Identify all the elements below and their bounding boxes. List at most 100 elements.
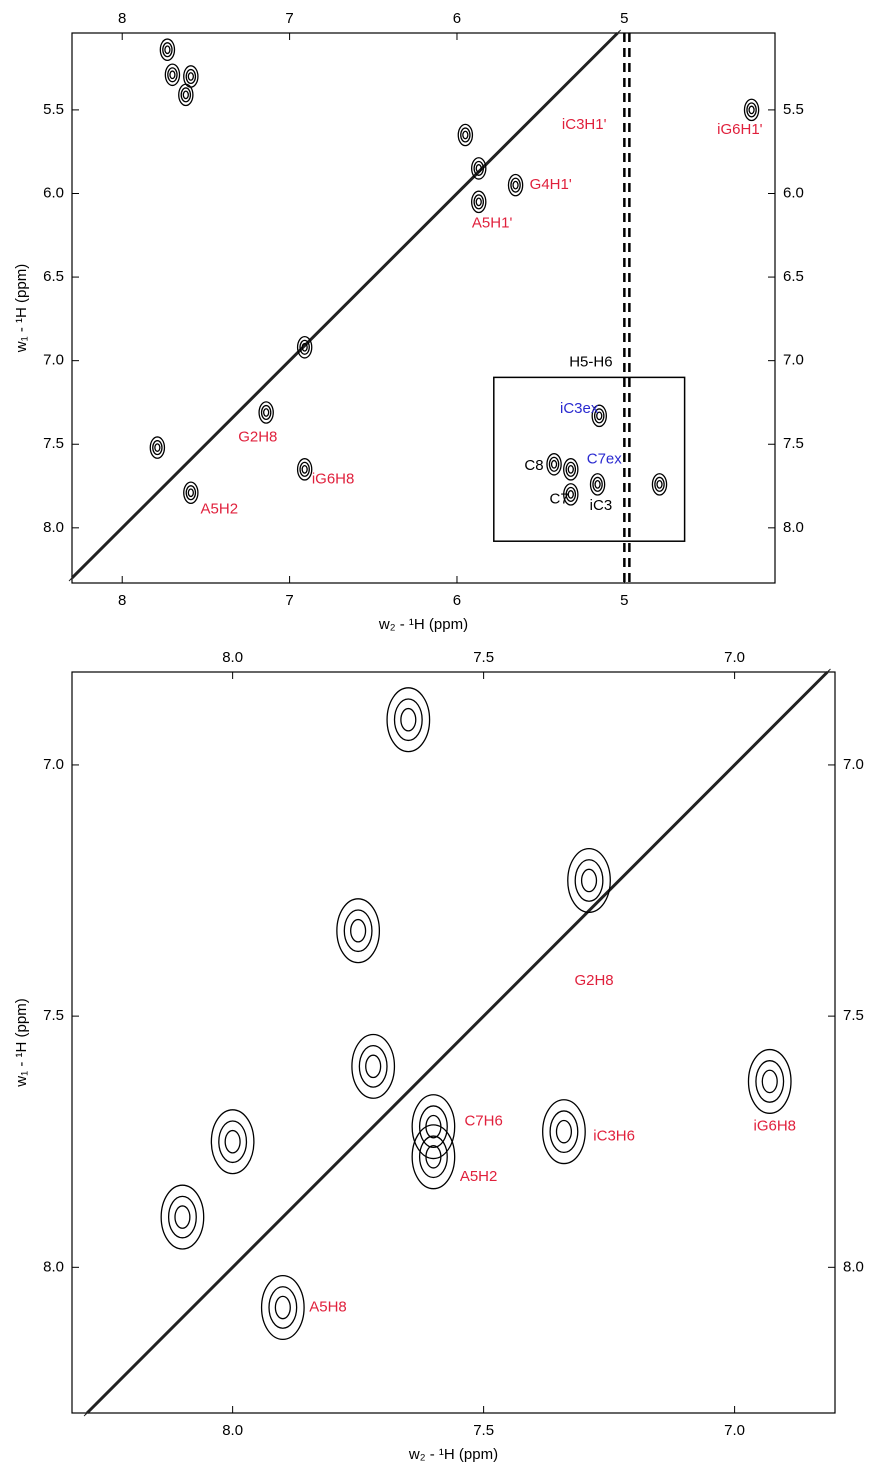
cross-peak [418, 1105, 448, 1149]
x-tick-label: 8.0 [222, 1422, 243, 1439]
cross-peak [475, 164, 482, 173]
annotation: C8 [524, 457, 543, 474]
x-axis-label: w₂ - ¹H (ppm) [378, 616, 468, 633]
y-axis-label: w₁ - ¹H (ppm) [13, 264, 30, 353]
cross-peak [593, 408, 605, 424]
y-tick-label: 6.0 [43, 184, 64, 201]
cross-peak [510, 177, 521, 193]
cross-peak [589, 473, 606, 496]
cross-peak [386, 687, 431, 753]
cross-peak [457, 123, 474, 147]
cross-peak [567, 464, 574, 474]
cross-peak [555, 1119, 573, 1144]
x-axis-label: w₂ - ¹H (ppm) [408, 1446, 498, 1463]
cross-peak [336, 898, 381, 964]
cross-peak [187, 488, 194, 498]
x-tick-label: 7.0 [724, 649, 745, 666]
annotation: A5H8 [309, 1298, 347, 1315]
x-tick-label: 8.0 [222, 649, 243, 666]
cross-peak [180, 87, 192, 103]
annotation: A5H2 [460, 1168, 498, 1185]
cross-peak [761, 1069, 778, 1094]
cross-peak [183, 65, 199, 88]
annotation: A5H2 [201, 500, 239, 517]
x-tick-label: 6 [453, 10, 461, 27]
x-tick-label: 7.5 [473, 649, 494, 666]
cross-peak [185, 68, 197, 85]
x-tick-label: 6 [453, 592, 461, 609]
cross-peak [567, 847, 611, 914]
cross-peak [592, 476, 603, 492]
cross-peak [162, 42, 173, 58]
cross-peak [154, 443, 161, 452]
cross-peak [358, 1044, 388, 1088]
y-tick-label: 7.5 [843, 1007, 864, 1024]
cross-peak [182, 90, 189, 100]
cross-peak [185, 485, 197, 501]
cross-peak [164, 45, 171, 55]
cross-peak [167, 1195, 197, 1239]
x-tick-label: 7.0 [724, 1422, 745, 1439]
y-tick-label: 5.5 [783, 101, 804, 118]
cross-peak [460, 127, 471, 143]
y-tick-label: 7.0 [43, 756, 64, 773]
cross-peak [299, 339, 310, 355]
annotation: iC3 [590, 497, 613, 514]
y-tick-label: 6.5 [783, 268, 804, 285]
x-tick-label: 5 [620, 592, 628, 609]
y-tick-label: 6.5 [43, 268, 64, 285]
annotation: iG6H8 [753, 1118, 796, 1135]
cross-peak [747, 1048, 792, 1114]
diagonal [89, 668, 831, 1411]
cross-peak [596, 411, 603, 421]
y-tick-label: 7.5 [783, 435, 804, 452]
cross-peak [418, 1135, 448, 1179]
region-box [493, 376, 686, 542]
diagonal [74, 29, 622, 576]
annotation: iC3ex [560, 400, 599, 417]
cross-peak [755, 1060, 785, 1103]
cross-peak [470, 157, 487, 180]
cross-peak [594, 479, 601, 489]
cross-peak [152, 440, 163, 456]
cross-peak [473, 194, 484, 210]
annotation: iC3H6 [593, 1128, 635, 1145]
cross-peak [365, 1054, 382, 1079]
annotation: C7H6 [464, 1113, 502, 1130]
annotation: C7 [549, 490, 568, 507]
y-tick-label: 6.0 [783, 184, 804, 201]
cross-peak [301, 342, 308, 352]
plot-frame [71, 671, 836, 1414]
x-tick-label: 7 [285, 10, 293, 27]
cross-peak [224, 1129, 241, 1154]
cross-peak [473, 160, 484, 176]
cross-peak [546, 453, 562, 476]
annotation: iG6H1' [717, 121, 763, 138]
annotation: iC3H1' [562, 116, 607, 133]
cross-peak [301, 464, 308, 474]
cross-peak [550, 459, 558, 469]
cross-peak [565, 461, 577, 477]
y-tick-label: 7.5 [43, 1007, 64, 1024]
cross-peak [548, 456, 560, 472]
cross-peak [425, 1144, 442, 1169]
x-tick-label: 7.5 [473, 1422, 494, 1439]
y-tick-label: 8.0 [43, 1258, 64, 1275]
cross-peak [299, 461, 310, 477]
y-tick-label: 7.0 [783, 352, 804, 369]
cross-peak [274, 1295, 291, 1320]
cross-peak [268, 1286, 298, 1329]
cross-peak [260, 404, 272, 421]
cross-peak [574, 859, 604, 902]
cross-peak [512, 180, 519, 190]
cross-peak [187, 72, 194, 81]
cross-peak [174, 1205, 191, 1229]
cross-peak [263, 408, 270, 417]
annotation: iG6H8 [312, 470, 355, 487]
cross-peak [591, 404, 607, 428]
cross-peak [748, 105, 755, 115]
cross-peak [563, 458, 579, 481]
y-tick-label: 8.0 [43, 519, 64, 536]
annotation: G4H1' [530, 176, 572, 193]
